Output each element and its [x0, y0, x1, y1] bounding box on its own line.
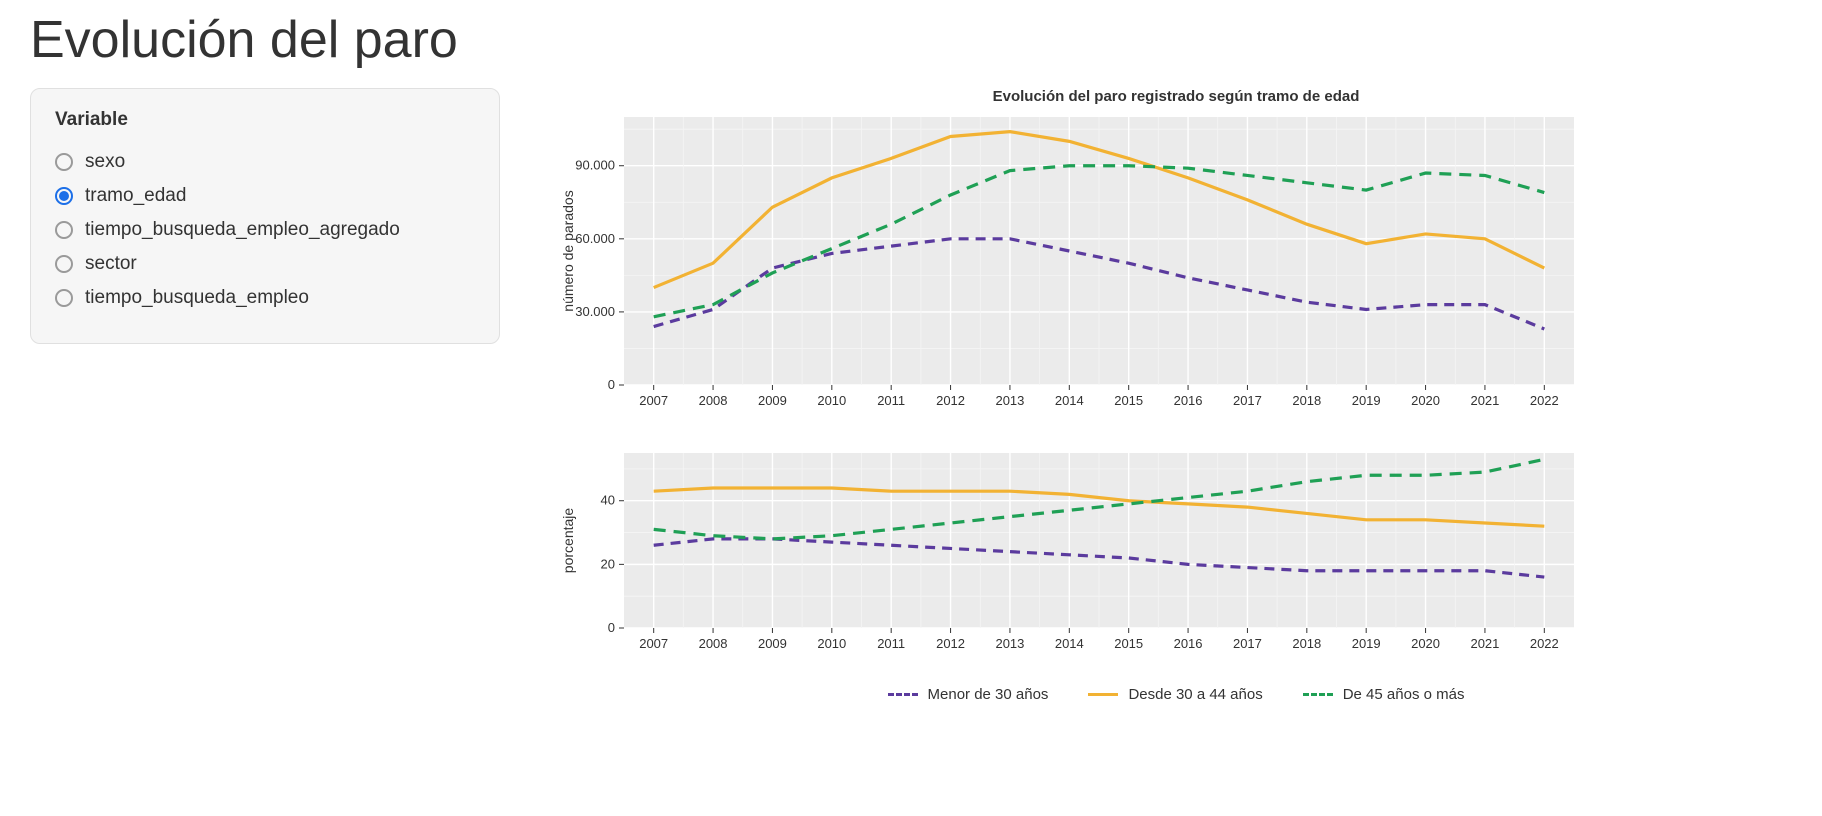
radio-option-tiempo_busqueda_empleo_agregado[interactable]: tiempo_busqueda_empleo_agregado [55, 213, 475, 247]
svg-text:2015: 2015 [1114, 636, 1143, 651]
legend-label: Menor de 30 años [928, 686, 1049, 703]
svg-text:2009: 2009 [758, 393, 787, 408]
legend-swatch-icon [1088, 693, 1118, 696]
svg-text:2022: 2022 [1530, 636, 1559, 651]
svg-text:90.000: 90.000 [575, 158, 615, 173]
svg-text:2019: 2019 [1352, 393, 1381, 408]
svg-text:2018: 2018 [1292, 636, 1321, 651]
radio-option-tiempo_busqueda_empleo[interactable]: tiempo_busqueda_empleo [55, 281, 475, 315]
legend-swatch-icon [888, 693, 918, 696]
radio-icon [55, 187, 73, 205]
svg-text:2007: 2007 [639, 636, 668, 651]
radio-label: tiempo_busqueda_empleo [85, 287, 309, 309]
legend: Menor de 30 años Desde 30 a 44 años De 45 … [560, 686, 1792, 703]
variable-radio-group: sexo tramo_edad tiempo_busqueda_empleo_agr… [55, 145, 475, 315]
svg-text:2021: 2021 [1470, 636, 1499, 651]
svg-text:30.000: 30.000 [575, 304, 615, 319]
svg-text:2017: 2017 [1233, 636, 1262, 651]
svg-text:2022: 2022 [1530, 393, 1559, 408]
legend-item-menor30: Menor de 30 años [888, 686, 1049, 703]
legend-swatch-icon [1303, 693, 1333, 696]
chart-top-svg: 0 30.000 60.000 90.000 2007 2008 2009 2010 2011 2… [560, 111, 1584, 413]
radio-label: tiempo_busqueda_empleo_agregado [85, 219, 400, 241]
svg-text:60.000: 60.000 [575, 231, 615, 246]
radio-icon [55, 153, 73, 171]
svg-text:2014: 2014 [1055, 393, 1084, 408]
chart-top: número de parados 0 30.000 60.000 90.000 2007… [560, 111, 1792, 413]
legend-label: Desde 30 a 44 años [1128, 686, 1262, 703]
chart-title: Evolución del paro registrado según tram… [560, 88, 1792, 105]
svg-text:2008: 2008 [699, 393, 728, 408]
svg-text:0: 0 [608, 620, 615, 635]
radio-option-sector[interactable]: sector [55, 247, 475, 281]
svg-text:2010: 2010 [817, 393, 846, 408]
variable-panel: Variable sexo tramo_edad tiempo_busqueda_e… [30, 88, 500, 344]
radio-label: tramo_edad [85, 185, 186, 207]
chart-bottom-ylabel: porcentaje [560, 453, 576, 628]
svg-text:2020: 2020 [1411, 393, 1440, 408]
svg-text:2010: 2010 [817, 636, 846, 651]
svg-text:2015: 2015 [1114, 393, 1143, 408]
radio-icon [55, 289, 73, 307]
chart-gap [560, 413, 1792, 447]
svg-text:0: 0 [608, 377, 615, 392]
legend-item-de30a44: Desde 30 a 44 años [1088, 686, 1262, 703]
legend-label: De 45 años o más [1343, 686, 1465, 703]
svg-text:2008: 2008 [699, 636, 728, 651]
svg-text:2014: 2014 [1055, 636, 1084, 651]
svg-text:2016: 2016 [1174, 393, 1203, 408]
svg-text:2021: 2021 [1470, 393, 1499, 408]
svg-text:2020: 2020 [1411, 636, 1440, 651]
chart-top-ylabel: número de parados [560, 117, 576, 385]
svg-text:2019: 2019 [1352, 636, 1381, 651]
radio-icon [55, 221, 73, 239]
chart-bottom-svg: 0 20 40 2007 2008 2009 2010 2011 2012 2013 2014 201… [560, 447, 1584, 656]
svg-text:2007: 2007 [639, 393, 668, 408]
variable-panel-title: Variable [55, 109, 475, 131]
radio-option-sexo[interactable]: sexo [55, 145, 475, 179]
chart-area: Evolución del paro registrado según tram… [560, 88, 1792, 703]
radio-label: sexo [85, 151, 125, 173]
svg-text:40: 40 [601, 493, 615, 508]
svg-text:2012: 2012 [936, 393, 965, 408]
svg-text:2012: 2012 [936, 636, 965, 651]
svg-text:2017: 2017 [1233, 393, 1262, 408]
svg-text:2013: 2013 [995, 636, 1024, 651]
page-title: Evolución del paro [30, 10, 1792, 70]
svg-text:2016: 2016 [1174, 636, 1203, 651]
svg-text:2013: 2013 [995, 393, 1024, 408]
svg-text:2011: 2011 [877, 636, 905, 651]
svg-text:2011: 2011 [877, 393, 905, 408]
svg-text:20: 20 [601, 556, 615, 571]
legend-item-de45mas: De 45 años o más [1303, 686, 1465, 703]
radio-label: sector [85, 253, 137, 275]
chart-bottom: porcentaje 0 20 40 2007 2008 2009 2010 2011 2012 2… [560, 447, 1792, 656]
svg-text:2009: 2009 [758, 636, 787, 651]
svg-text:2018: 2018 [1292, 393, 1321, 408]
radio-icon [55, 255, 73, 273]
radio-option-tramo_edad[interactable]: tramo_edad [55, 179, 475, 213]
